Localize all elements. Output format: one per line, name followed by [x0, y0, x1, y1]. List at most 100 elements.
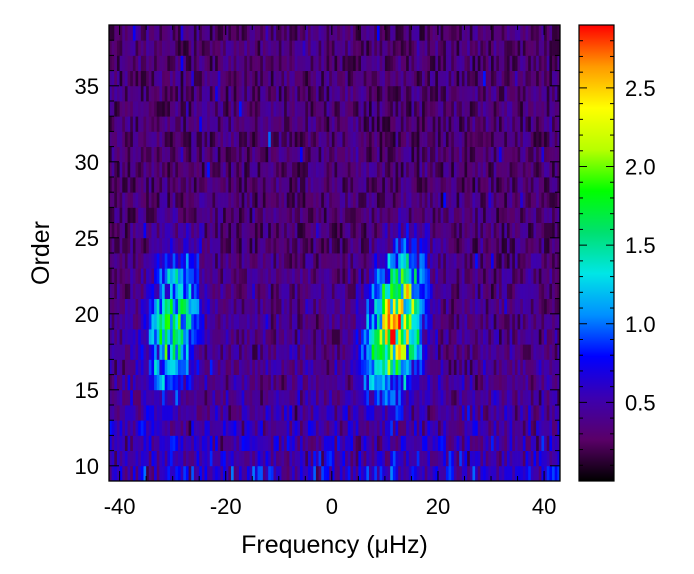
- heatmap-cell: [284, 450, 288, 467]
- heatmap-cell: [514, 177, 518, 193]
- heatmap-cell: [289, 146, 293, 163]
- heatmap-cell: [557, 177, 561, 193]
- heatmap-cell: [403, 435, 407, 451]
- heatmap-cell: [326, 329, 330, 345]
- heatmap-cell: [148, 420, 152, 436]
- heatmap-cell: [294, 85, 298, 102]
- heatmap-cell: [220, 146, 224, 163]
- heatmap-cell: [350, 344, 354, 360]
- heatmap-cell: [368, 222, 373, 239]
- heatmap-cell: [411, 192, 415, 208]
- heatmap-cell: [254, 101, 258, 117]
- heatmap-cell: [199, 85, 203, 102]
- heatmap-cell: [501, 55, 505, 71]
- heatmap-cell: [403, 177, 407, 193]
- heatmap-cell: [231, 450, 235, 467]
- heatmap-cell: [366, 298, 370, 315]
- heatmap-cell: [215, 268, 219, 284]
- heatmap-cell: [371, 405, 375, 421]
- heatmap-cell: [241, 116, 245, 132]
- heatmap-cell: [111, 207, 115, 223]
- heatmap-cell: [201, 85, 205, 102]
- heatmap-cell: [498, 359, 503, 375]
- heatmap-cell: [419, 222, 423, 239]
- heatmap-cell: [204, 313, 208, 330]
- heatmap-cell: [246, 222, 250, 239]
- heatmap-cell: [331, 329, 335, 345]
- heatmap-cell: [448, 359, 452, 375]
- heatmap-cell: [321, 283, 325, 299]
- heatmap-cell: [522, 146, 526, 163]
- heatmap-cell: [430, 146, 434, 163]
- heatmap-cell: [262, 465, 266, 482]
- heatmap-cell: [281, 359, 285, 375]
- heatmap-cell: [528, 344, 532, 360]
- heatmap-cell: [522, 177, 526, 193]
- heatmap-cell: [392, 146, 396, 163]
- heatmap-cell: [276, 161, 280, 178]
- heatmap-cell: [376, 283, 380, 299]
- heatmap-cell: [350, 207, 354, 223]
- heatmap-cell: [132, 207, 136, 223]
- heatmap-cell: [265, 253, 269, 269]
- heatmap-cell: [300, 329, 304, 345]
- heatmap-cell: [170, 237, 174, 254]
- heatmap-cell: [398, 237, 402, 254]
- heatmap-cell: [506, 192, 510, 208]
- heatmap-cell: [207, 435, 211, 451]
- heatmap-cell: [467, 329, 471, 345]
- heatmap-cell: [315, 450, 319, 467]
- heatmap-cell: [387, 359, 391, 375]
- heatmap-cell: [342, 131, 346, 147]
- heatmap-cell: [289, 85, 293, 102]
- heatmap-cell: [284, 298, 288, 315]
- heatmap-cell: [116, 101, 121, 117]
- heatmap-cell: [185, 222, 189, 239]
- heatmap-cell: [477, 192, 481, 208]
- heatmap-cell: [177, 329, 182, 345]
- heatmap-cell: [504, 85, 508, 102]
- heatmap-cell: [201, 298, 205, 315]
- heatmap-cell: [546, 313, 550, 330]
- heatmap-cell: [483, 161, 487, 178]
- heatmap-cell: [475, 435, 479, 451]
- heatmap-cell: [345, 405, 349, 421]
- heatmap-cell: [185, 207, 189, 223]
- heatmap-cell: [329, 177, 333, 193]
- heatmap-cell: [138, 268, 142, 284]
- heatmap-cell: [175, 85, 179, 102]
- heatmap-cell: [355, 177, 359, 193]
- heatmap-cell: [294, 222, 298, 239]
- heatmap-cell: [111, 420, 115, 436]
- heatmap-cell: [408, 116, 412, 132]
- heatmap-cell: [517, 85, 521, 102]
- heatmap-cell: [432, 268, 436, 284]
- heatmap-cell: [368, 405, 373, 421]
- heatmap-cell: [238, 420, 243, 436]
- heatmap-cell: [512, 131, 516, 147]
- heatmap-cell: [480, 207, 484, 223]
- heatmap-cell: [220, 435, 224, 451]
- heatmap-cell: [353, 253, 357, 269]
- heatmap-cell: [414, 146, 418, 163]
- heatmap-cell: [427, 435, 431, 451]
- heatmap-cell: [294, 70, 298, 87]
- heatmap-cell: [408, 405, 412, 421]
- heatmap-cell: [183, 405, 187, 421]
- heatmap-cell: [491, 298, 495, 315]
- heatmap-cell: [127, 344, 131, 360]
- heatmap-cell: [223, 389, 227, 406]
- heatmap-cell: [384, 268, 388, 284]
- heatmap-cell: [159, 25, 163, 41]
- heatmap-cell: [154, 222, 158, 239]
- heatmap-cell: [109, 359, 113, 375]
- heatmap-cell: [294, 268, 298, 284]
- heatmap-cell: [525, 146, 529, 163]
- heatmap-cell: [257, 70, 261, 87]
- heatmap-cell: [461, 344, 465, 360]
- heatmap-cell: [318, 405, 322, 421]
- heatmap-cell: [175, 465, 179, 482]
- heatmap-cell: [286, 253, 290, 269]
- heatmap-cell: [307, 329, 312, 345]
- heatmap-cell: [361, 70, 365, 87]
